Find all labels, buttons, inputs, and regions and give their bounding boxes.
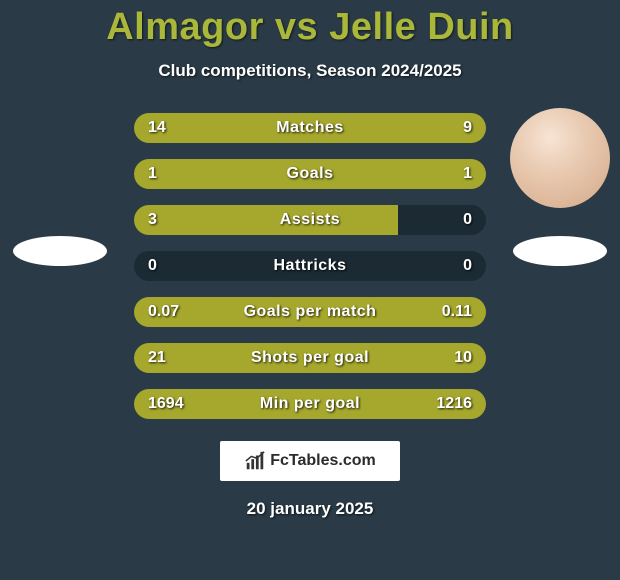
source-logo-text: FcTables.com <box>270 452 376 470</box>
stat-value-right: 9 <box>416 119 486 137</box>
stat-label: Shots per goal <box>204 349 416 367</box>
stat-value-left: 3 <box>134 211 204 229</box>
stat-value-left: 1694 <box>134 395 204 413</box>
stat-row: 0.07Goals per match0.11 <box>134 297 486 327</box>
stats-table: 14Matches91Goals13Assists00Hattricks00.0… <box>134 113 486 419</box>
stat-row: 14Matches9 <box>134 113 486 143</box>
player-left-avatar <box>10 108 110 208</box>
stat-value-right: 0 <box>416 257 486 275</box>
page-title: Almagor vs Jelle Duin <box>106 6 514 49</box>
stat-label: Matches <box>204 119 416 137</box>
stat-label: Min per goal <box>204 395 416 413</box>
stat-row: 21Shots per goal10 <box>134 343 486 373</box>
stat-value-left: 0.07 <box>134 303 204 321</box>
stat-row: 1Goals1 <box>134 159 486 189</box>
chart-icon <box>244 450 266 472</box>
stat-value-left: 14 <box>134 119 204 137</box>
stat-value-left: 0 <box>134 257 204 275</box>
player-left-panel <box>10 108 110 266</box>
stat-value-right: 1 <box>416 165 486 183</box>
stat-label: Hattricks <box>204 257 416 275</box>
player-left-flag <box>13 236 107 266</box>
stat-label: Goals <box>204 165 416 183</box>
stat-row: 1694Min per goal1216 <box>134 389 486 419</box>
stat-value-right: 0 <box>416 211 486 229</box>
date-label: 20 january 2025 <box>247 499 374 519</box>
comparison-card: Almagor vs Jelle Duin Club competitions,… <box>0 0 620 580</box>
player-right-panel <box>510 108 610 266</box>
stat-value-right: 1216 <box>416 395 486 413</box>
player-right-avatar <box>510 108 610 208</box>
stat-label: Goals per match <box>204 303 416 321</box>
subtitle: Club competitions, Season 2024/2025 <box>158 61 461 81</box>
stat-value-right: 10 <box>416 349 486 367</box>
stat-row: 3Assists0 <box>134 205 486 235</box>
stat-value-left: 1 <box>134 165 204 183</box>
source-logo: FcTables.com <box>220 441 400 481</box>
stat-row: 0Hattricks0 <box>134 251 486 281</box>
stat-label: Assists <box>204 211 416 229</box>
player-right-flag <box>513 236 607 266</box>
stat-value-right: 0.11 <box>416 303 486 321</box>
stat-value-left: 21 <box>134 349 204 367</box>
